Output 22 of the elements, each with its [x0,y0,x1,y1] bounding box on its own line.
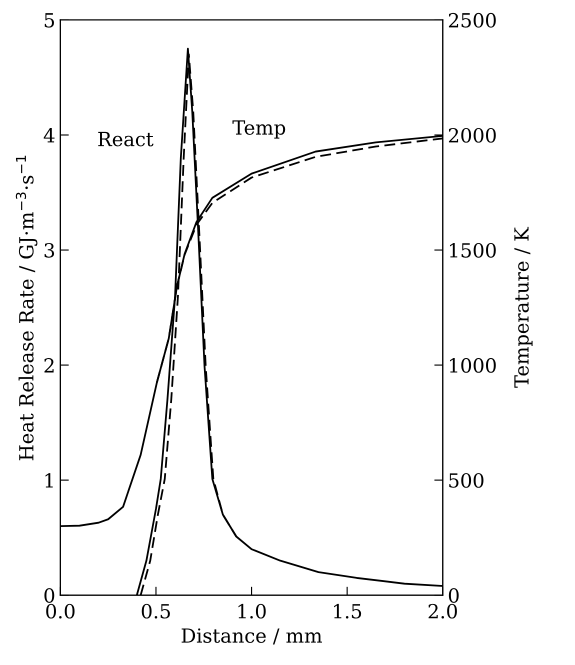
y2-tick-label: 1500 [450,242,496,258]
y-tick-label: 4 [44,128,55,142]
y2-tick-label: 2500 [448,12,496,28]
y2-tick-label: 2000 [448,128,496,143]
y-tick-label: 2 [44,358,54,372]
annotation: Temp [232,120,286,139]
y2-tick-label: 500 [449,473,484,488]
x-axis-title: Distance / mm [182,628,322,644]
x-tick-label: 1.0 [238,604,266,619]
x-tick-label: 0.0 [46,604,75,619]
x-tick-label: 2.0 [428,604,457,619]
y-tick-label: 0 [44,588,54,603]
y-tick-label: 1 [46,473,53,488]
y2-tick-label: 1000 [450,358,496,373]
y2-tick-label: 0 [448,588,459,603]
y2-axis-title: Temperature / K [514,226,533,388]
y-axis-title: Heat Release Rate / GJ·m$^{−3}$·s$^{−1}$ [16,156,38,460]
y-tick-label: 3 [44,242,54,258]
annotation: React [98,132,154,146]
x-tick-label: 0.5 [142,604,170,619]
y-tick-label: 5 [44,13,54,28]
x-tick-label: 1.5 [334,604,362,619]
